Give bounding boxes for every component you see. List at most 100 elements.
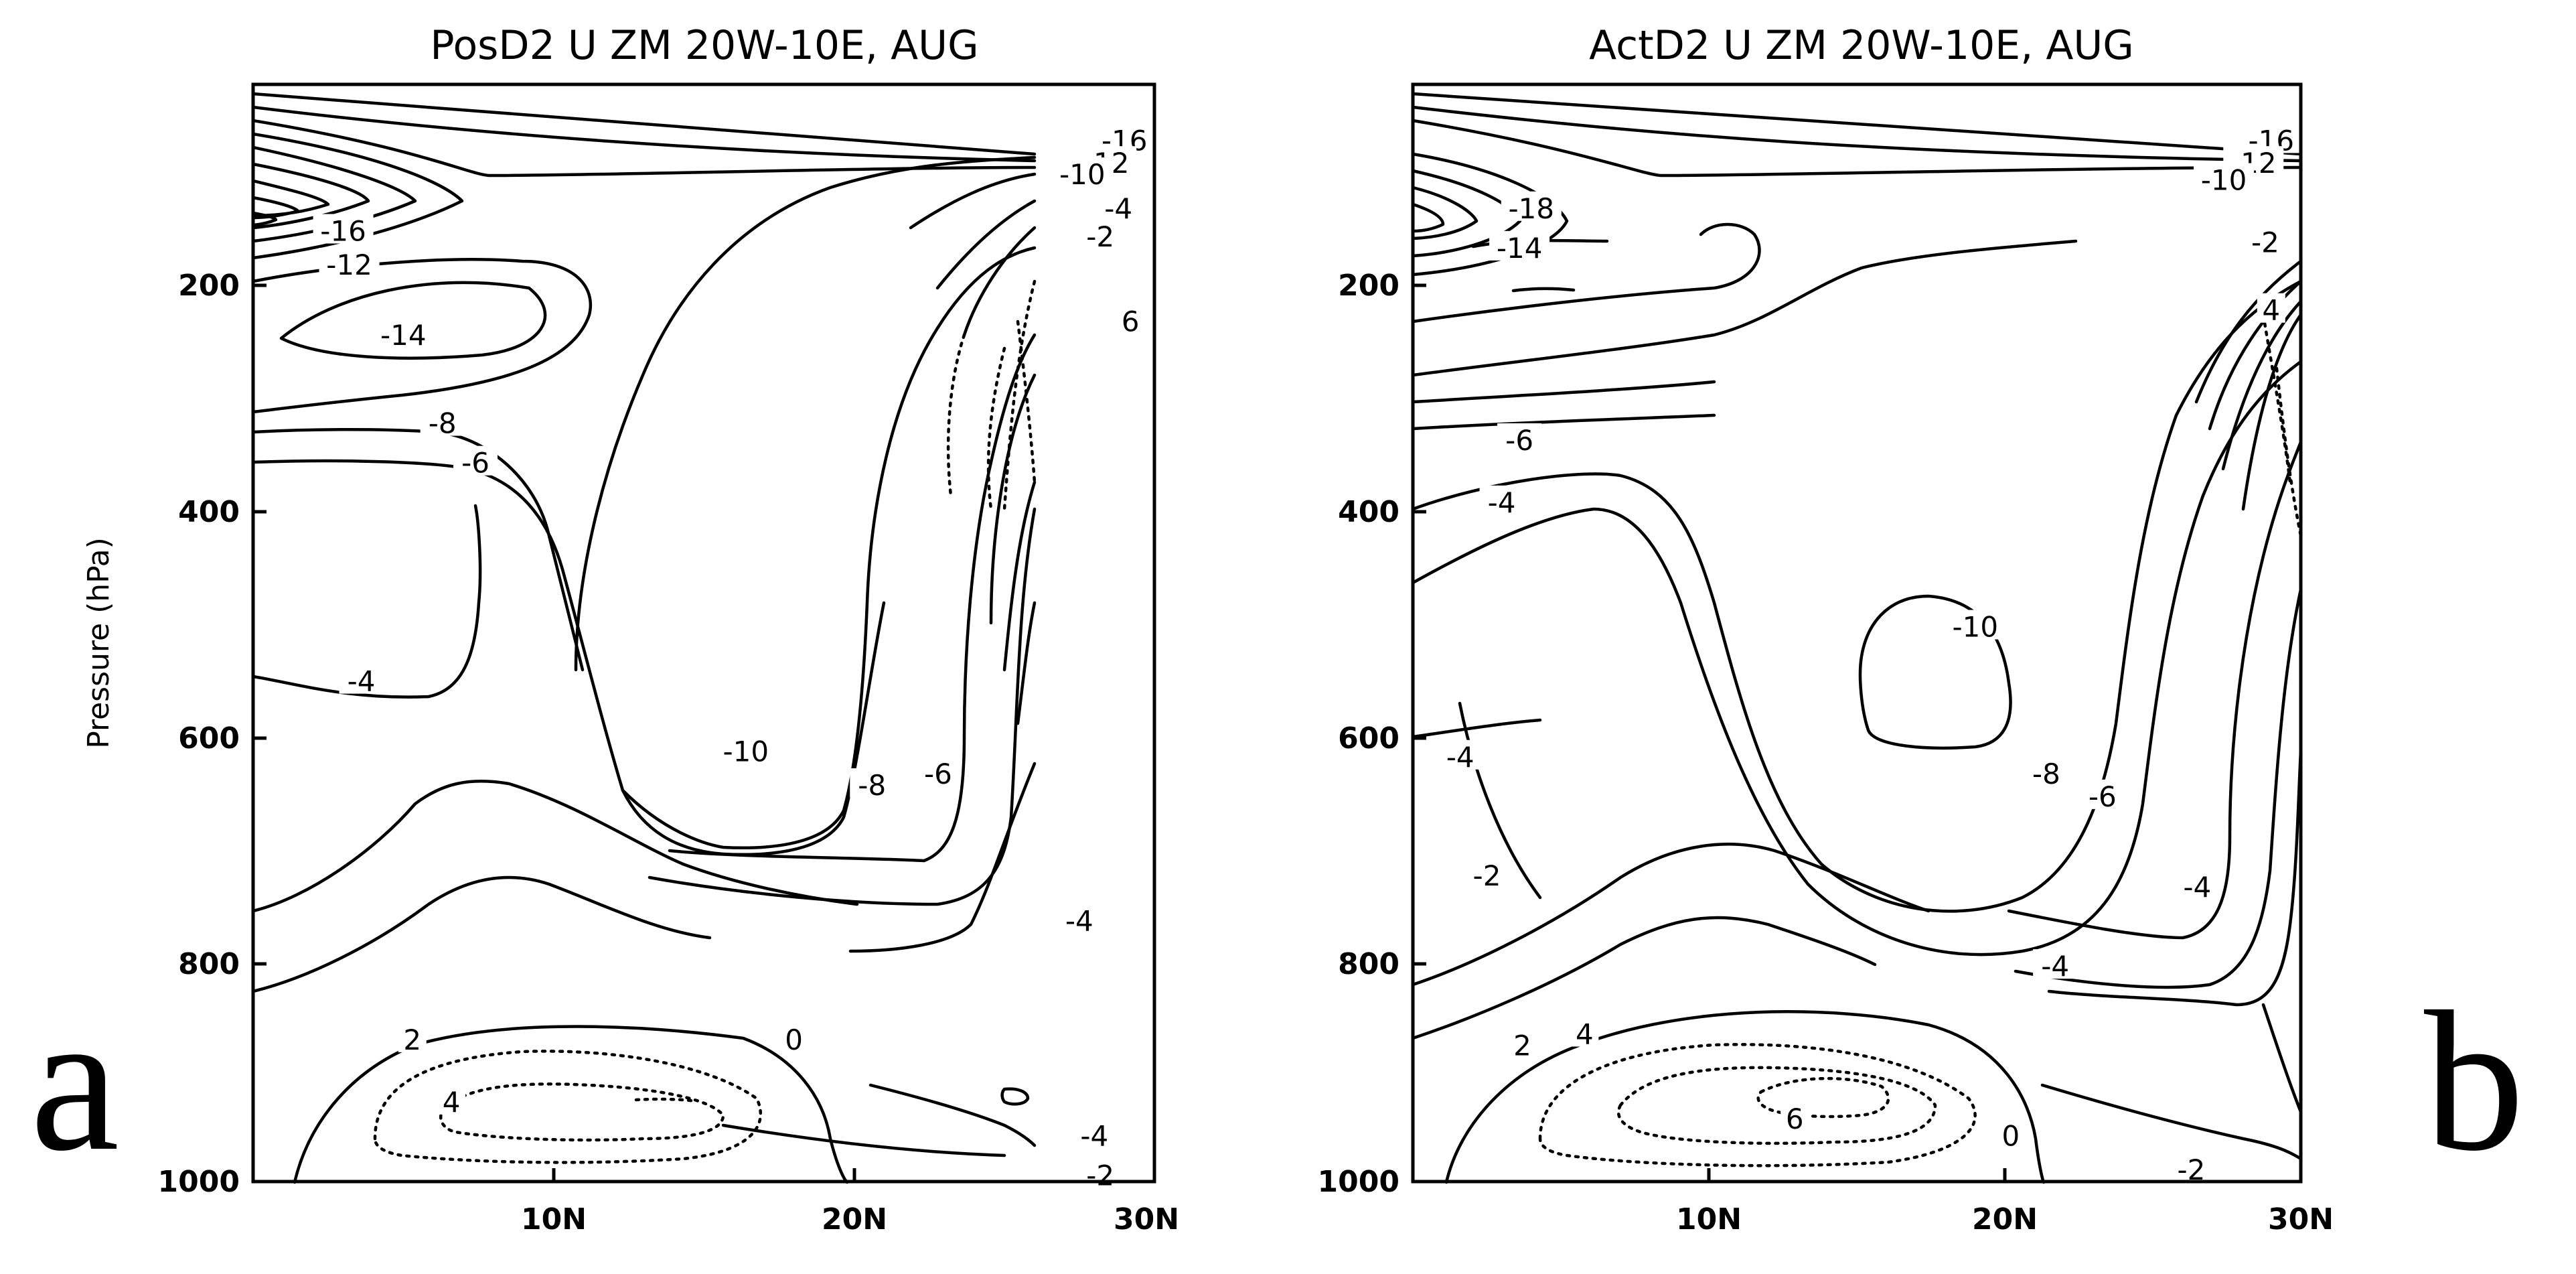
contour-label-bg [319,248,380,278]
panel-a-ytick-400: 400 [178,495,240,529]
contour-label-bg [1116,304,1145,334]
contour-label: 2 [1513,1029,1531,1062]
contour-label-bg [1057,904,1102,934]
panel-a: PosD2 U ZM 20W-10E, AUG Pressure (hPa) [30,22,1179,1236]
panel-b-xtick-20N: 20N [1972,1202,2038,1236]
contour-label: -4 [1080,1119,1108,1152]
contour-label: 4 [443,1086,461,1119]
panel-b-y-ticks: 200 400 600 800 1000 [1318,269,1426,1199]
contour-label: -6 [924,758,952,790]
contour-label-bg [2169,1153,2214,1183]
contour-label: -8 [429,407,457,440]
panel-a-xtick-20N: 20N [822,1202,887,1236]
contour-label-bg [420,406,465,436]
contour-label: -6 [1505,424,1533,457]
contour-label-bg [1570,1017,1599,1047]
contour-label: 0 [2001,1119,2020,1152]
contour-label: 6 [1786,1103,1804,1135]
contour-label: -14 [380,319,427,352]
contour-label-bg [2194,163,2255,193]
panel-b-xtick-30N: 30N [2268,1202,2334,1236]
contour-label: -10 [1059,158,1106,191]
panel-a-ytick-800: 800 [178,947,240,981]
panel-b-contours [1411,92,2303,1184]
panel-a-xtick-10N: 10N [521,1202,587,1236]
contour-label-bg [313,214,374,244]
contour-label: -14 [1497,232,1543,265]
panel-b-ytick-800: 800 [1338,947,1399,981]
panel-b-frame [1411,82,2303,1184]
panel-b-contour-labels: -18-14-6-4-4-10-8-6-4-2-42460-2-16-12-10… [1438,123,2301,1186]
contour-label-bg [915,757,960,787]
contour-label: -4 [2183,871,2211,904]
contour-label: 0 [785,1023,803,1056]
contour-label-bg [2243,225,2287,255]
panel-a-y-axis-label: Pressure (hPa) [82,537,116,749]
panel-a-xtick-30N: 30N [1114,1202,1179,1236]
panel-a-ytick-1000: 1000 [158,1165,240,1199]
contour-label-bg [1052,157,1113,188]
panel-b-ytick-200: 200 [1338,269,1399,303]
contour-label: -6 [2089,780,2117,813]
contour-label-bg [1072,1119,1117,1149]
panel-b-letter: b [2424,970,2524,1192]
contour-label: -4 [348,665,376,698]
panel-b-x-ticks: 10N 20N 30N [1676,1168,2334,1236]
panel-a-contours [251,92,1037,1184]
contour-label: -2 [2251,226,2279,259]
contour-label-bg [2033,949,2078,979]
contour-label: -2 [1473,859,1501,892]
panel-a-letter: a [30,970,119,1192]
contour-label-bg [850,768,895,798]
contour-label: -2 [1086,220,1114,253]
panel-a-y-ticks: 200 400 600 800 1000 [158,269,267,1199]
panel-b-ytick-1000: 1000 [1318,1165,1399,1199]
contour-label: -4 [1488,486,1516,519]
contour-label-bg [1996,1119,2025,1149]
panel-a-x-ticks: 10N 20N 30N [521,1168,1179,1236]
panel-b: ActD2 U ZM 20W-10E, AUG [1318,22,2524,1236]
contour-label: -10 [723,735,769,768]
contour-label: 6 [1122,305,1140,338]
contour-label-bg [2024,757,2068,787]
panel-b-title: ActD2 U ZM 20W-10E, AUG [1589,22,2134,69]
contour-label: -8 [2032,758,2060,790]
panel-a-contour-labels: -16-12-14-8-6-4-10-8-6-16-12-10-4-26-402… [313,123,1155,1192]
contour-label-bg [1497,423,1542,453]
contour-label: -6 [461,447,489,480]
panel-b-ytick-400: 400 [1338,495,1399,529]
contour-label-bg [437,1084,466,1115]
contour-label-bg [1489,230,1550,261]
contour-label-bg [1096,191,1141,221]
contour-label-bg [779,1022,808,1052]
contour-label-bg [1438,739,1483,770]
panel-a-title: PosD2 U ZM 20W-10E, AUG [430,22,978,69]
contour-label: -12 [326,249,372,281]
contour-label: -4 [1065,905,1093,938]
contour-label: -10 [2201,164,2247,197]
contour-label: 4 [1576,1017,1594,1050]
contour-label: -2 [1086,1159,1114,1192]
contour-label: -10 [1952,611,1998,644]
contour-label-bg [1781,1102,1809,1132]
contour-label: 4 [2262,294,2280,327]
contour-label-bg [398,1022,427,1052]
contour-label: -18 [1508,192,1554,225]
contour-label: 2 [403,1023,421,1056]
contour-label-bg [1501,191,1562,221]
panel-b-ytick-600: 600 [1338,721,1399,756]
panel-b-xtick-10N: 10N [1676,1202,1742,1236]
contour-label: -4 [1104,192,1132,225]
contour-label-bg [2257,293,2285,323]
panel-a-ytick-600: 600 [178,721,240,756]
contour-label: -4 [2041,950,2069,983]
contour-label-bg [2175,869,2220,900]
contour-label-bg [1945,610,2005,640]
contour-label: -4 [1446,741,1474,774]
contour-label-bg [373,317,434,348]
contour-label-bg [1508,1028,1537,1058]
contour-label: -16 [320,215,366,248]
contour-label-bg [1078,219,1123,249]
panel-a-ytick-200: 200 [178,269,240,303]
